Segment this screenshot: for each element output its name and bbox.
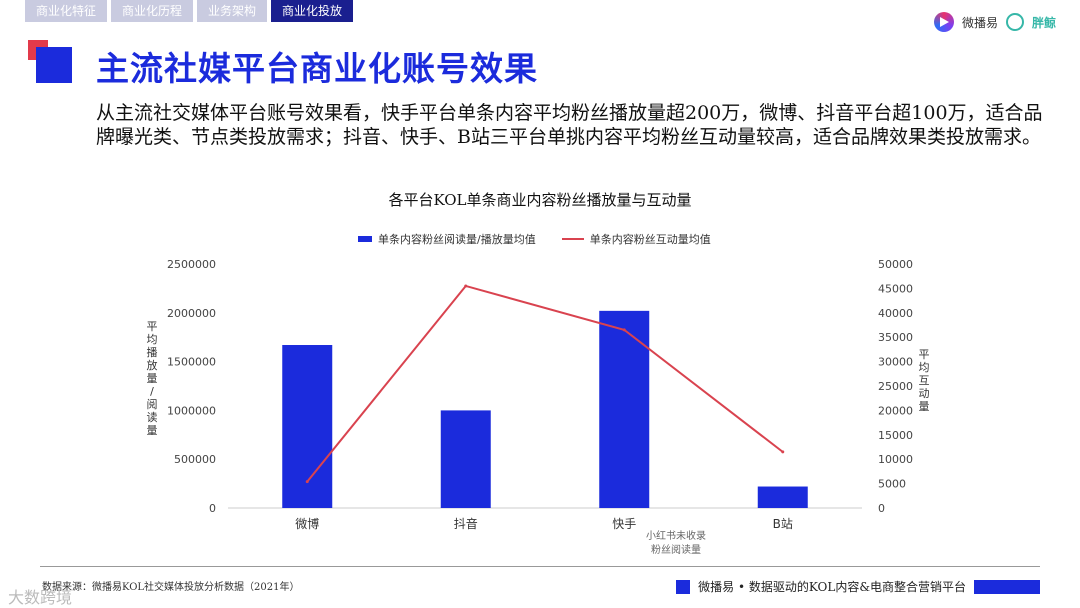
tab-business-structure[interactable]: 业务架构: [197, 0, 268, 22]
x-tick-label: 微博: [295, 516, 319, 531]
watermark: 大数跨境: [8, 588, 73, 607]
tab-commercial-delivery[interactable]: 商业化投放: [271, 0, 354, 22]
y-tick-left: 2000000: [167, 307, 216, 320]
y-tick-left: 500000: [174, 453, 216, 466]
chart-legend: 单条内容粉丝阅读量/播放量均值 单条内容粉丝互动量均值: [358, 231, 711, 247]
brand-name-1: 微播易: [961, 15, 998, 30]
footer-slogan: 微播易 • 数据驱动的KOL内容&电商整合营销平台: [676, 578, 1040, 595]
slogan-bar: [974, 579, 1040, 594]
line-series: [306, 284, 784, 483]
tab-commercial-features[interactable]: 商业化特征: [25, 0, 108, 22]
x-tick-label: B站: [773, 517, 793, 531]
weiboyi-logo-icon: [933, 12, 954, 32]
y-axis-right-label: 平均互动量: [918, 348, 930, 413]
page-title: 主流社媒平台商业化账号效果: [96, 49, 538, 88]
tab-commercial-history[interactable]: 商业化历程: [111, 0, 194, 22]
y-tick-left: 0: [209, 502, 216, 515]
y-tick-right: 40000: [878, 307, 913, 320]
brand-name-2: 胖鲸: [1031, 15, 1056, 30]
x-tick-label: 快手: [612, 517, 636, 531]
legend-item-bar: 单条内容粉丝阅读量/播放量均值: [358, 231, 536, 247]
slogan-square: [676, 579, 691, 594]
legend-item-line: 单条内容粉丝互动量均值: [561, 231, 711, 247]
x-tick-label: 抖音: [454, 516, 478, 531]
title-decoration: [28, 40, 74, 83]
line-point-1: [464, 284, 468, 288]
bar-1: [440, 410, 491, 508]
y-tick-right: 15000: [878, 429, 913, 442]
line-point-3: [781, 450, 785, 454]
legend-label-line: 单条内容粉丝互动量均值: [589, 233, 711, 246]
line-point-0: [305, 480, 309, 484]
y-tick-right: 30000: [878, 356, 913, 369]
data-source: 数据来源：微播易KOL社交媒体投放分析数据（2021年）: [42, 582, 300, 593]
bar-2: [599, 310, 650, 508]
chart-title: 各平台KOL单条商业内容粉丝播放量与互动量: [388, 191, 692, 209]
y-tick-right: 20000: [878, 404, 913, 417]
top-tabs: 商业化特征 商业化历程 业务架构 商业化投放: [25, 0, 354, 22]
y-axis-left-label: 平均播放量 / 阅读量: [146, 320, 158, 437]
y-tick-right: 50000: [878, 258, 913, 271]
legend-label-bar: 单条内容粉丝阅读量/播放量均值: [378, 233, 536, 246]
y-tick-left: 1500000: [167, 356, 216, 369]
title-blue-square: [36, 47, 72, 83]
bar-0: [282, 345, 333, 508]
pangjing-logo-icon: [1005, 13, 1024, 31]
legend-swatch-bar: [358, 236, 372, 242]
brand-logos: 微播易 胖鲸: [933, 12, 1056, 32]
y-tick-right: 25000: [878, 380, 913, 393]
y-tick-right: 10000: [878, 453, 913, 466]
y-tick-right: 45000: [878, 282, 913, 295]
legend-swatch-line: [561, 238, 584, 240]
y-tick-right: 0: [878, 502, 885, 515]
y-tick-right: 5000: [878, 478, 906, 491]
y-tick-left: 2500000: [167, 258, 216, 271]
line-point-2: [622, 328, 626, 332]
slogan-text: 微播易 • 数据驱动的KOL内容&电商整合营销平台: [698, 580, 966, 594]
footer-divider: [40, 566, 1040, 567]
bar-3: [757, 486, 808, 508]
y-tick-right: 35000: [878, 331, 913, 344]
y-tick-left: 1000000: [167, 404, 216, 417]
chart-note: 小红书未收录 粉丝阅读量: [646, 531, 706, 556]
description-text: 从主流社交媒体平台账号效果看，快手平台单条内容平均粉丝播放量超200万，微博、抖…: [96, 102, 1043, 148]
